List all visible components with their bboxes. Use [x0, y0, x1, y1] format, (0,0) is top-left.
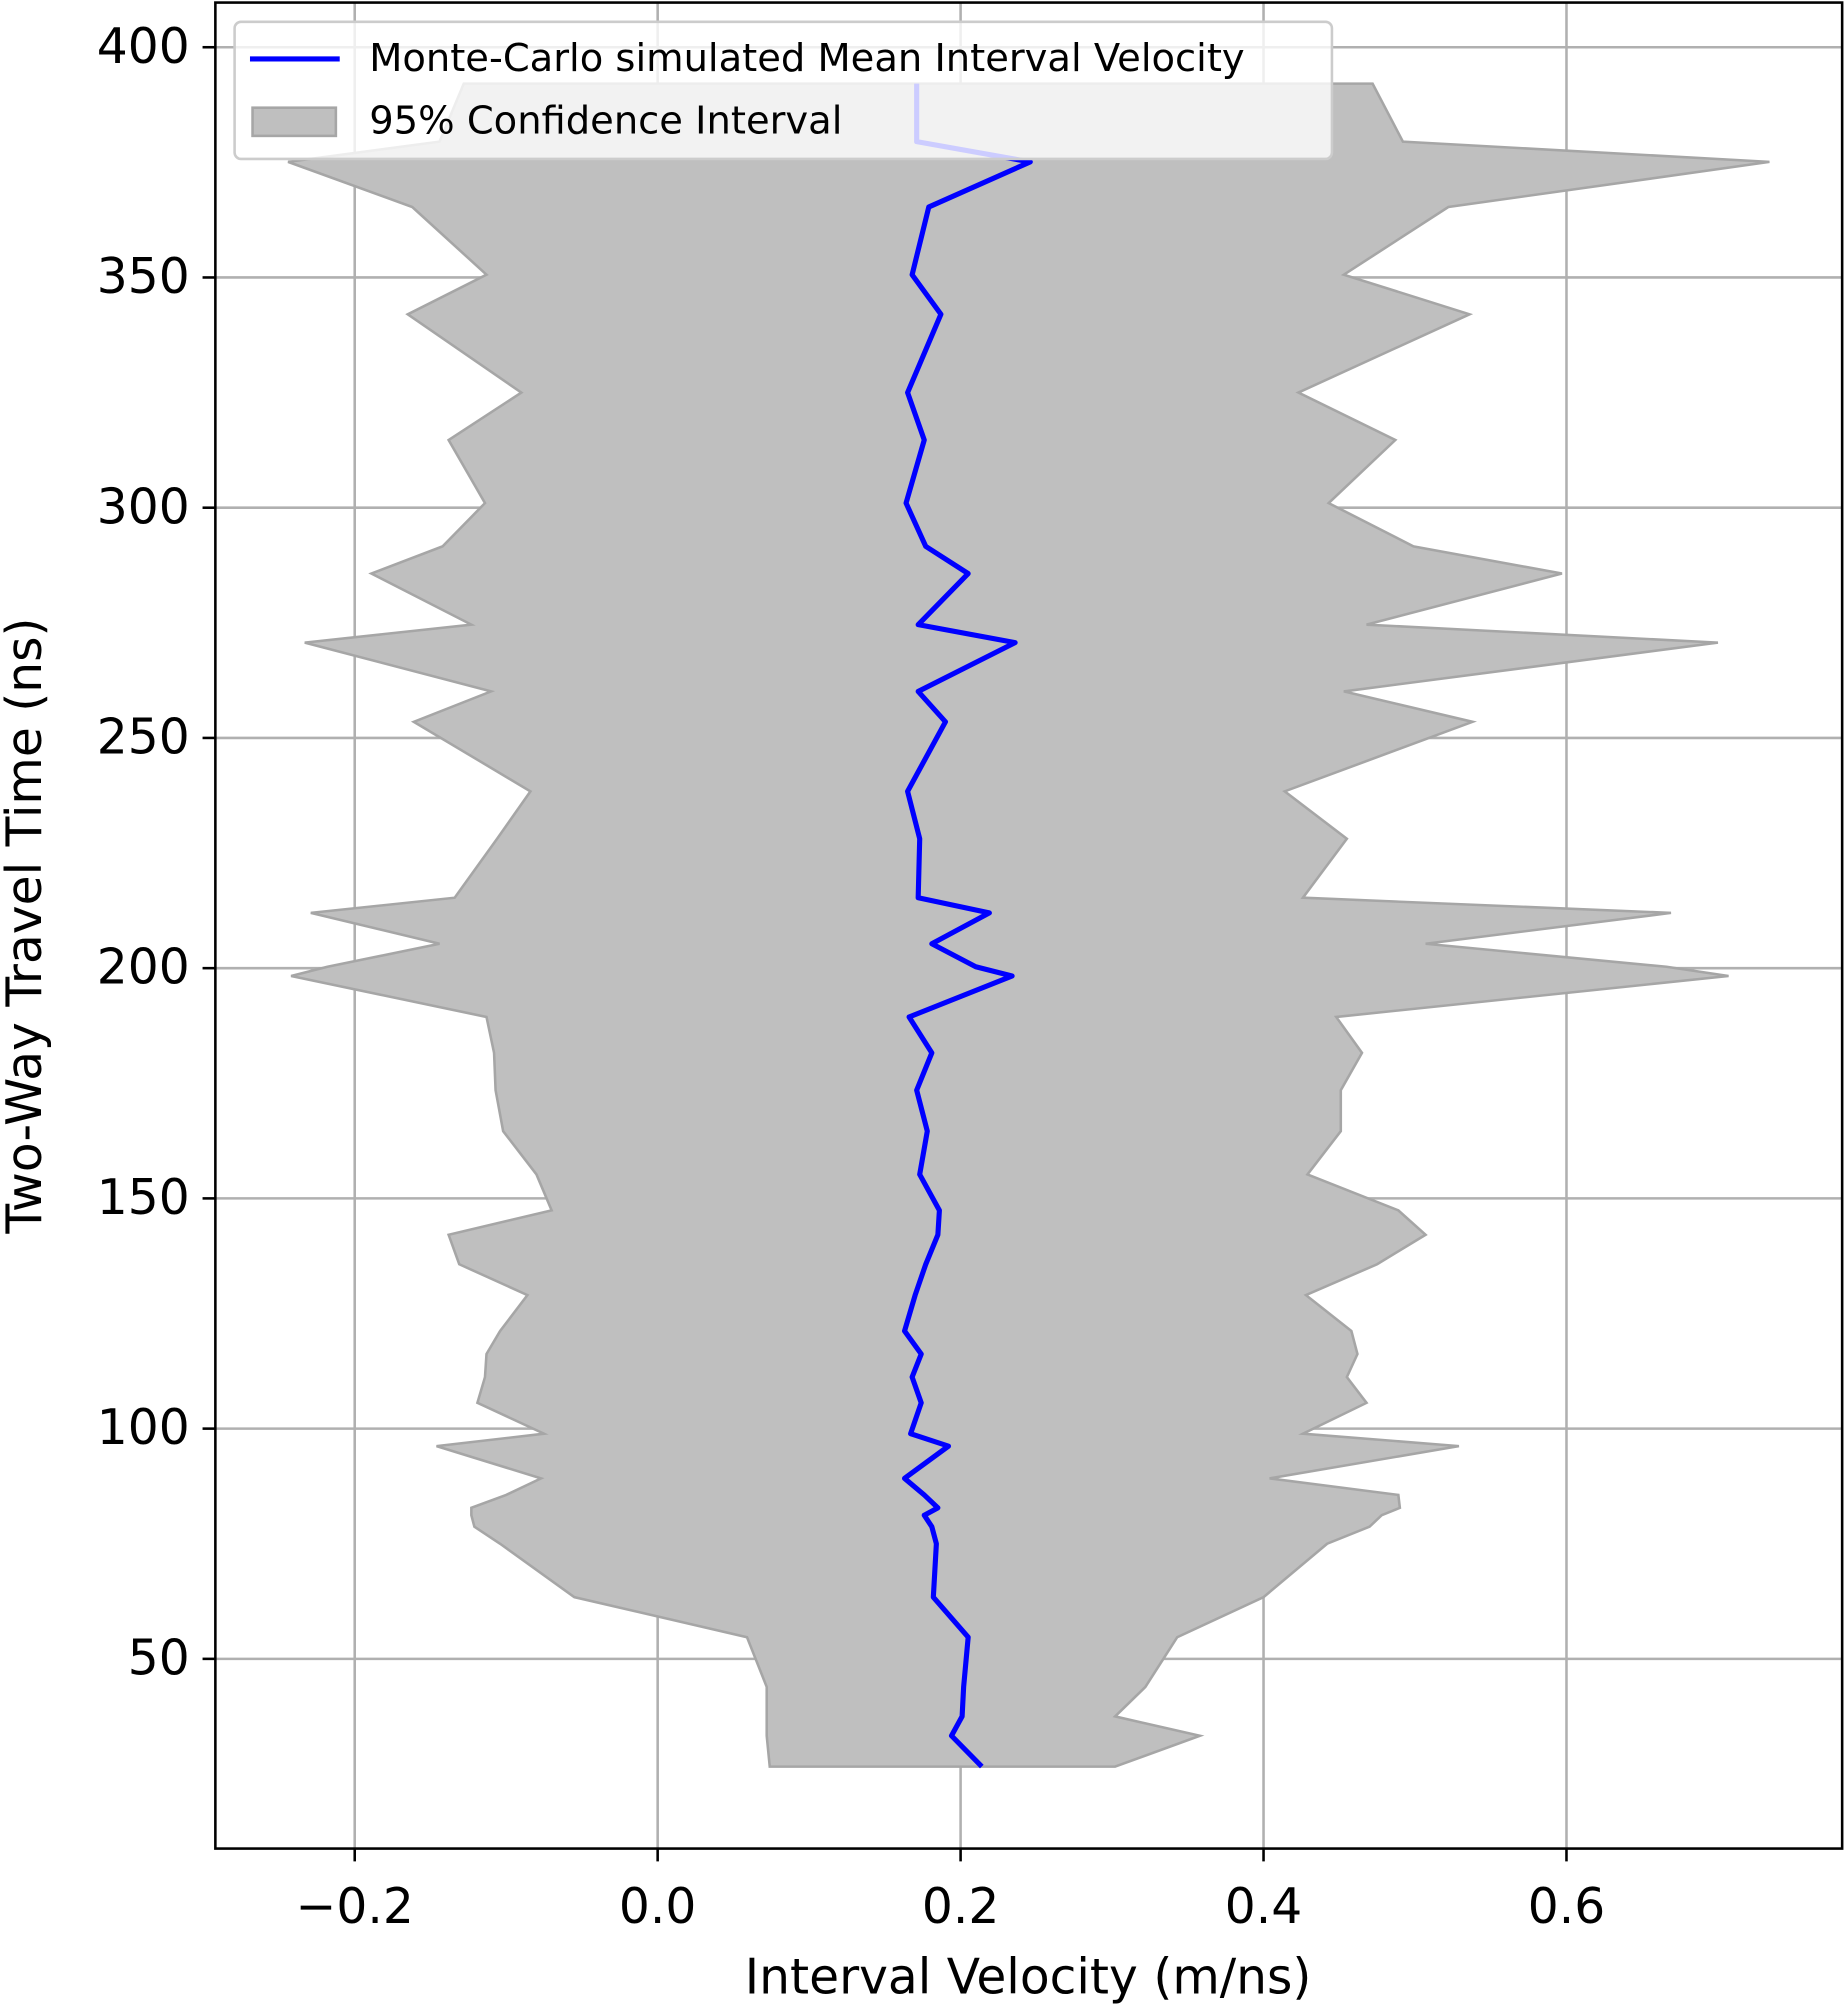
ticks: −0.2 0.0 0.2 0.4 0.6 50 100 150 200 250 300 350 400 — [97, 19, 1605, 1935]
legend-label: Monte-Carlo simulated Mean Interval Velo… — [369, 36, 1244, 81]
y-tick-label: 350 — [97, 249, 190, 305]
x-tick-label: −0.2 — [296, 1879, 414, 1935]
mean-line — [901, 83, 1033, 1769]
y-tick-label: 100 — [97, 1400, 190, 1456]
y-axis-label: Two-Way Travel Time (ns) — [0, 617, 53, 1234]
legend-label: 95% Confidence Interval — [369, 99, 842, 144]
y-tick-label: 200 — [97, 940, 190, 996]
y-tick-label: 250 — [97, 709, 190, 765]
y-tick-label: 150 — [97, 1170, 190, 1226]
x-tick-label: 0.4 — [1225, 1879, 1302, 1935]
plot-frame — [214, 1, 1844, 1850]
x-tick-label: 0.2 — [922, 1879, 999, 1935]
y-tick-label: 300 — [97, 479, 190, 535]
x-tick-label: 0.0 — [619, 1879, 696, 1935]
legend-patch — [251, 106, 338, 138]
x-axis-label: Interval Velocity (m/ns) — [745, 1950, 1312, 2006]
y-tick-label: 50 — [128, 1630, 190, 1686]
y-tick-label: 400 — [97, 19, 190, 75]
x-tick-label: 0.6 — [1528, 1879, 1605, 1935]
legend: Monte-Carlo simulated Mean Interval Velo… — [233, 20, 1334, 161]
legend-box — [233, 20, 1334, 161]
confidence-band — [287, 82, 1770, 1768]
